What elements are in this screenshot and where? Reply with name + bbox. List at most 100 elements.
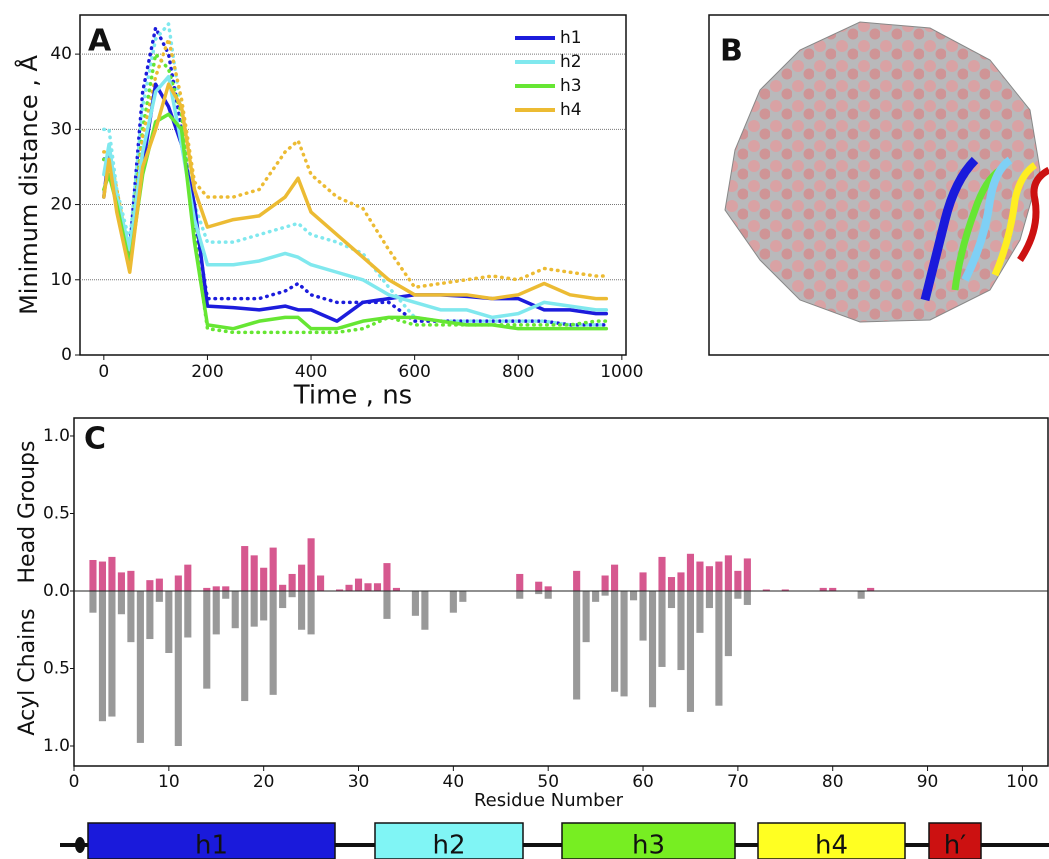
bar <box>241 591 249 702</box>
bar <box>98 561 107 591</box>
bar <box>146 580 154 591</box>
bar <box>279 584 287 591</box>
y2-tick-label: 0.5 <box>43 659 70 679</box>
bar <box>383 591 391 619</box>
domain-label: h′ <box>944 831 966 859</box>
x-tick-label: 60 <box>632 772 654 792</box>
legend-label: h4 <box>560 100 582 120</box>
bar <box>269 591 277 695</box>
bar <box>667 577 676 591</box>
bar <box>269 547 277 591</box>
bar <box>762 589 770 591</box>
bar <box>582 591 590 643</box>
x-tick-label: 90 <box>917 772 939 792</box>
domain-label: h4 <box>815 831 848 859</box>
bar <box>307 538 315 591</box>
x-tick-label: 70 <box>727 772 749 792</box>
x-axis-label: Time , ns <box>293 381 412 411</box>
x-tick-label: 600 <box>398 362 430 382</box>
legend-label: h3 <box>560 76 582 96</box>
bar <box>573 591 581 700</box>
bar <box>174 575 182 591</box>
x-tick-label: 1000 <box>600 362 643 382</box>
bar <box>867 587 875 591</box>
bar <box>535 581 543 591</box>
bar <box>117 572 125 591</box>
x-tick-label: 800 <box>502 362 534 382</box>
bar <box>724 555 732 591</box>
x-tick-label: 0 <box>98 362 109 382</box>
x-tick-label: 10 <box>158 772 180 792</box>
bar <box>136 591 144 743</box>
x-tick-label: 400 <box>295 362 327 382</box>
bar <box>298 591 306 630</box>
bar <box>108 591 116 717</box>
bar <box>544 586 552 591</box>
x-tick-label: 40 <box>443 772 465 792</box>
bar <box>392 587 401 591</box>
bar <box>743 591 751 605</box>
bar <box>734 570 742 591</box>
bar <box>696 561 704 591</box>
bar <box>222 586 230 591</box>
bar <box>677 591 685 671</box>
bar <box>203 587 211 591</box>
domain-box <box>757 822 906 859</box>
bar <box>677 572 685 591</box>
x-tick-label: 0 <box>69 772 80 792</box>
bar <box>648 591 657 708</box>
bar <box>421 591 429 630</box>
bar <box>411 591 419 616</box>
bar <box>288 591 296 598</box>
n-terminus <box>75 837 85 853</box>
x-tick-label: 200 <box>191 362 223 382</box>
x-axis-label: Residue Number <box>474 790 624 811</box>
bar <box>354 578 363 591</box>
bar <box>373 583 382 591</box>
y-tick-label: 0.5 <box>43 503 70 523</box>
domain-box <box>928 822 982 859</box>
bar <box>127 591 135 643</box>
dotted-line <box>102 52 609 335</box>
bar <box>241 546 249 591</box>
bar <box>449 591 457 613</box>
line <box>102 112 609 331</box>
plot-frame <box>73 417 1049 767</box>
legend-label: h1 <box>560 28 582 48</box>
bar <box>658 556 666 591</box>
domain-label: h3 <box>632 831 665 859</box>
y2-axis-label: Acyl Chains <box>15 608 40 735</box>
y-tick-label: 0 <box>61 345 72 365</box>
bar <box>516 591 524 599</box>
y-tick-label: 40 <box>50 44 72 64</box>
bar <box>705 566 713 591</box>
bar <box>601 591 609 596</box>
x-tick-label: 50 <box>537 772 559 792</box>
bar <box>222 591 230 599</box>
bar <box>573 570 581 591</box>
bar <box>383 563 391 591</box>
bar <box>335 589 344 591</box>
domain-box <box>561 822 736 859</box>
bar <box>89 559 97 591</box>
bar <box>601 575 609 591</box>
bar <box>686 591 695 712</box>
panel-label: A <box>88 24 112 59</box>
dotted-line <box>102 37 609 290</box>
bar <box>686 553 695 591</box>
y-axis-label: Head Groups <box>15 441 40 584</box>
helix <box>961 156 1013 282</box>
bar <box>629 591 638 601</box>
bar <box>127 570 135 591</box>
bar <box>117 591 125 615</box>
bar <box>288 573 296 591</box>
bar <box>260 567 268 591</box>
bar <box>715 561 723 591</box>
bar <box>184 591 192 638</box>
helix <box>991 162 1038 277</box>
bar <box>592 591 600 602</box>
bar <box>781 589 789 591</box>
bar <box>611 591 619 692</box>
bar <box>639 572 647 591</box>
y-tick-label: 0.0 <box>43 581 70 601</box>
